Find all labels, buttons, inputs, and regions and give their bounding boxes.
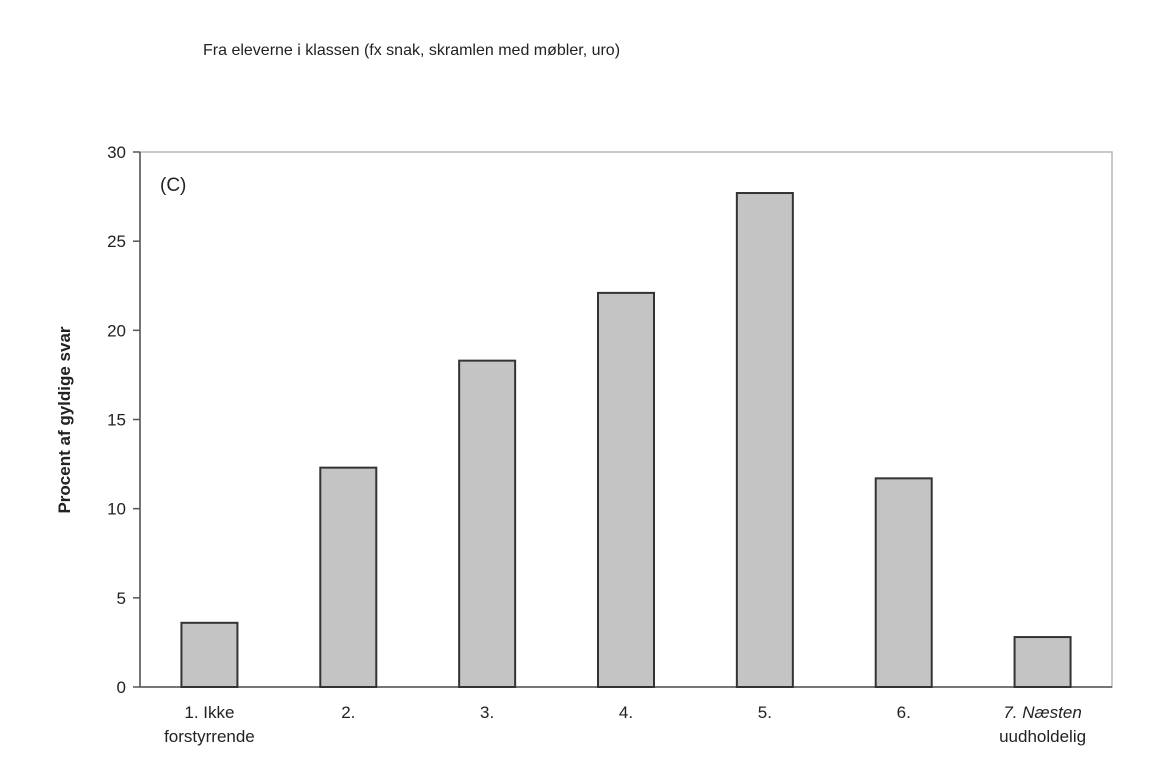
y-tick-label: 20: [107, 321, 126, 340]
x-tick-label: 1. Ikke: [184, 703, 234, 722]
x-tick-label: 3.: [480, 703, 494, 722]
x-tick-label: uudholdelig: [999, 727, 1086, 746]
x-tick-label: 7. Næsten: [1003, 703, 1081, 722]
bar-2: [319, 466, 378, 688]
y-tick-label: 0: [117, 678, 126, 697]
y-tick-label: 15: [107, 411, 126, 430]
y-tick-label: 10: [107, 500, 126, 519]
panel-label: (C): [160, 175, 186, 196]
x-tick-label: 2.: [341, 703, 355, 722]
chart-title: Fra eleverne i klassen (fx snak, skramle…: [203, 42, 620, 59]
bar-3: [458, 359, 517, 688]
bars-group: [180, 192, 1072, 688]
x-tick-label: 6.: [897, 703, 911, 722]
y-tick-label: 30: [107, 143, 126, 162]
bar-4: [597, 291, 655, 688]
y-axis-label: Procent af gyldige svar: [55, 326, 74, 513]
x-tick-label: 5.: [758, 703, 772, 722]
bar-1: [180, 621, 239, 688]
x-axis-labels: 1. Ikke forstyrrende 2. 3. 4. 5. 6. 7. Næsten uu…: [164, 703, 1086, 746]
x-tick-label: 4.: [619, 703, 633, 722]
y-tick-label: 25: [107, 232, 126, 251]
x-tick-label: forstyrrende: [164, 727, 255, 746]
bar-7: [1013, 636, 1072, 688]
y-axis-ticks: 0 5 10 15 20 25 30: [107, 143, 140, 697]
bar-6: [874, 477, 933, 688]
y-tick-label: 5: [117, 589, 126, 608]
bar-5: [735, 192, 794, 688]
